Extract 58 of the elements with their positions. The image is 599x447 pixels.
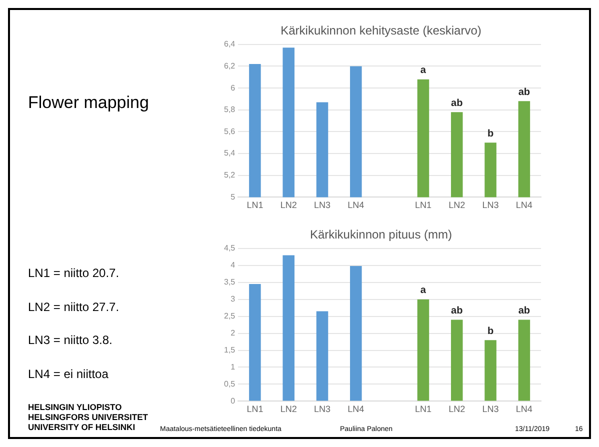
y-tick-label: 0,5 [224, 379, 236, 388]
y-tick-label: 5,8 [224, 105, 236, 114]
x-tick-label: LN1 [414, 404, 432, 414]
x-tick-label: LN4 [348, 200, 364, 210]
data-label: a [420, 285, 426, 296]
y-tick-label: 3 [230, 294, 236, 304]
text: Flower mapping [28, 93, 149, 113]
x-tick-label: LN3 [482, 200, 499, 210]
x-tick-label: LN4 [516, 404, 532, 414]
data-label: a [420, 65, 426, 76]
x-tick-label: LN2 [280, 404, 297, 414]
x-tick-label: LN3 [314, 200, 331, 210]
y-tick-label: 4,5 [224, 244, 236, 253]
data-label: b [487, 326, 494, 337]
chart-title: Kärkikukinnon kehitysaste (keskiarvo) [280, 24, 482, 38]
text: LN2 = niitto 27.7. [28, 300, 120, 314]
y-tick-label: 3,5 [224, 278, 236, 287]
y-tick-label: 2,5 [224, 312, 236, 321]
y-tick-label: 5,2 [224, 170, 236, 180]
y-tick-label: 6,4 [224, 40, 236, 49]
y-tick-label: 1,5 [224, 345, 236, 354]
bar [316, 311, 328, 401]
text: LN4 = ei niittoa [28, 367, 108, 381]
bar [518, 320, 530, 401]
x-tick-label: LN1 [414, 200, 432, 210]
y-tick-label: 0 [230, 396, 236, 406]
data-label: ab [518, 305, 530, 316]
x-tick-label: LN1 [246, 200, 264, 210]
data-label: ab [518, 86, 530, 98]
bar [417, 299, 430, 401]
text: HELSINGIN YLIOPISTO HELSINGFORS UNIVERSITET UNIVERSITY OF HELSINKI [28, 402, 148, 432]
x-tick-label: LN4 [516, 200, 532, 210]
y-tick-label: 6 [230, 83, 236, 92]
y-tick-label: 1 [230, 362, 236, 372]
y-tick-label: 5 [230, 192, 236, 202]
data-label: b [487, 128, 494, 140]
bar [484, 340, 496, 401]
x-tick-label: LN2 [448, 200, 466, 210]
x-tick-label: LN2 [280, 200, 297, 210]
data-label: ab [451, 305, 463, 316]
text: LN1 = niitto 20.7. [28, 266, 120, 280]
x-tick-label: LN3 [482, 404, 499, 414]
x-tick-label: LN3 [314, 404, 331, 414]
text: LN3 = niitto 3.8. [28, 333, 112, 347]
y-tick-label: 5,6 [224, 126, 236, 136]
bar [450, 320, 463, 401]
bar [282, 255, 294, 401]
x-tick-label: LN2 [448, 404, 466, 414]
data-label: ab [451, 98, 463, 109]
bar [249, 284, 261, 401]
chart-title: Kärkikukinnon pituus (mm) [310, 228, 452, 242]
x-tick-label: LN4 [348, 404, 364, 414]
y-tick-label: 2 [230, 328, 236, 338]
y-tick-label: 4 [230, 260, 236, 270]
x-tick-label: LN1 [246, 404, 264, 414]
y-tick-label: 5,4 [224, 148, 236, 158]
y-tick-label: 6,2 [224, 61, 236, 70]
bar [350, 266, 362, 401]
